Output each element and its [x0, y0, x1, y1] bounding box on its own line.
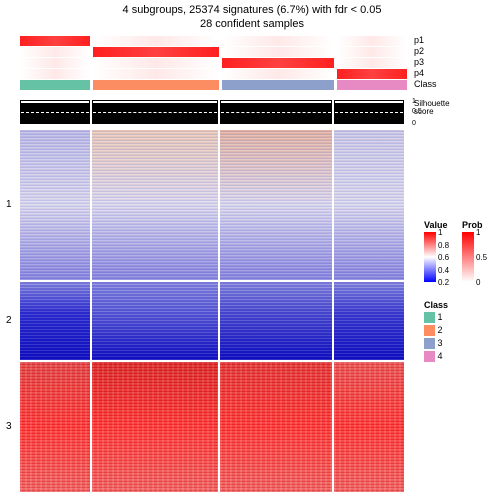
heatmap-cell-r3-g4 — [334, 362, 404, 492]
legend-prob-tick: 0.5 — [476, 253, 487, 262]
annotation-label-p1: p1 — [414, 35, 424, 45]
annotation-row-p3 — [20, 58, 410, 68]
annotation-row-p2 — [20, 47, 410, 57]
legend-prob-tick: 0 — [476, 278, 480, 287]
legend-prob-tick: 1 — [476, 228, 480, 237]
legend-value-tick: 0.8 — [438, 241, 449, 250]
legend-prob-gradient — [462, 232, 474, 282]
row-cluster-label-1: 1 — [6, 199, 12, 210]
heatmap-cell-r1-g2 — [92, 130, 218, 280]
annotation-label-p2: p2 — [414, 46, 424, 56]
class-swatch — [424, 338, 435, 349]
legend-value-tick: 0.6 — [438, 253, 449, 262]
class-swatch — [424, 325, 435, 336]
legend-value-gradient — [424, 232, 436, 282]
heatmap-cell-r3-g2 — [92, 362, 218, 492]
annotation-row-class — [20, 80, 410, 90]
annotation-label-p3: p3 — [414, 57, 424, 67]
annotation-label-class: Class — [414, 79, 437, 89]
heatmap-column-group-4 — [334, 130, 404, 495]
annotation-row-p4 — [20, 69, 410, 79]
heatmap — [20, 130, 410, 495]
class-label: 3 — [435, 338, 443, 348]
silhouette-track — [20, 100, 410, 124]
row-cluster-label-2: 2 — [6, 315, 12, 326]
legend-class-title: Class — [424, 300, 448, 310]
heatmap-cell-r2-g3 — [220, 282, 332, 360]
legend-value: Value 10.80.60.40.2 — [424, 220, 448, 282]
heatmap-cell-r1-g3 — [220, 130, 332, 280]
silhouette-block-1 — [20, 100, 90, 124]
legend-class-item-3: 3 — [424, 338, 448, 351]
title-line-2: 28 confident samples — [0, 18, 504, 30]
legend-class-item-2: 2 — [424, 325, 448, 338]
silhouette-block-2 — [92, 100, 218, 124]
legend-class: Class 1 2 3 4 — [424, 300, 448, 364]
legend-value-tick: 1 — [438, 228, 442, 237]
heatmap-cell-r1-g1 — [20, 130, 90, 280]
silhouette-block-3 — [220, 100, 332, 124]
silhouette-tick-05: 0.5 — [412, 108, 422, 115]
row-cluster-label-3: 3 — [6, 421, 12, 432]
heatmap-cell-r2-g4 — [334, 282, 404, 360]
title-line-1: 4 subgroups, 25374 signatures (6.7%) wit… — [0, 4, 504, 16]
annotation-tracks — [20, 36, 410, 91]
heatmap-cell-r2-g1 — [20, 282, 90, 360]
heatmap-column-group-3 — [220, 130, 332, 495]
heatmap-column-group-2 — [92, 130, 218, 495]
silhouette-tick-1: 1 — [412, 98, 416, 105]
silhouette-block-4 — [334, 100, 404, 124]
heatmap-cell-r3-g3 — [220, 362, 332, 492]
annotation-label-p4: p4 — [414, 68, 424, 78]
class-label: 2 — [435, 325, 443, 335]
class-label: 1 — [435, 312, 443, 322]
silhouette-tick-0: 0 — [412, 120, 416, 127]
legend-value-title: Value — [424, 220, 448, 230]
legend-value-tick: 0.2 — [438, 278, 449, 287]
legend-prob: Prob 10.50 — [462, 220, 483, 282]
annotation-row-p1 — [20, 36, 410, 46]
heatmap-column-group-1 — [20, 130, 90, 495]
heatmap-cell-r2-g2 — [92, 282, 218, 360]
class-swatch — [424, 351, 435, 362]
class-label: 4 — [435, 351, 443, 361]
legend-value-tick: 0.4 — [438, 266, 449, 275]
heatmap-cell-r1-g4 — [334, 130, 404, 280]
legend-class-item-1: 1 — [424, 312, 448, 325]
class-swatch — [424, 312, 435, 323]
legend-class-item-4: 4 — [424, 351, 448, 364]
heatmap-cell-r3-g1 — [20, 362, 90, 492]
